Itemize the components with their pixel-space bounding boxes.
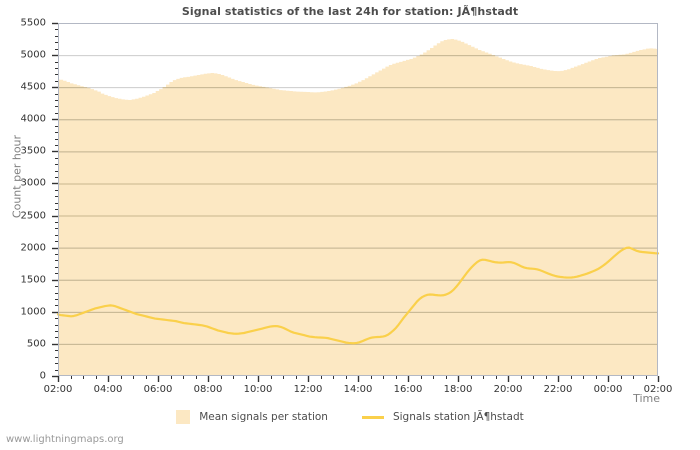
- chart-title: Signal statistics of the last 24h for st…: [181, 5, 519, 18]
- y-tick-label: 5500: [20, 17, 46, 29]
- x-axis-label: Time: [633, 392, 660, 405]
- x-tick-label: 14:00: [343, 384, 373, 395]
- x-tick-label: 16:00: [393, 384, 423, 395]
- y-tick-label: 2500: [20, 210, 46, 222]
- x-tick-label: 02:00: [643, 384, 673, 395]
- x-tick-label: 10:00: [243, 384, 273, 395]
- x-tick-label: 08:00: [193, 384, 223, 395]
- y-tick-label: 5000: [20, 49, 46, 61]
- chart-legend: Mean signals per station Signals station…: [0, 410, 700, 424]
- x-tick-label: 20:00: [493, 384, 523, 395]
- legend-label-station: Signals station JÃ¶hstadt: [392, 411, 524, 423]
- x-tick-label: 00:00: [593, 384, 623, 395]
- legend-area-swatch-icon: [176, 410, 191, 424]
- y-tick-label: 500: [26, 338, 46, 350]
- legend-item-mean[interactable]: Mean signals per station: [176, 410, 328, 424]
- y-tick-label: 0: [39, 370, 46, 382]
- x-tick-label: 06:00: [143, 384, 173, 395]
- legend-label-mean: Mean signals per station: [199, 411, 328, 423]
- y-tick-label: 2000: [20, 242, 46, 254]
- x-tick-label: 02:00: [43, 384, 73, 395]
- y-tick-label: 4500: [20, 81, 46, 93]
- y-tick-label: 1500: [20, 274, 46, 286]
- x-tick-label: 22:00: [543, 384, 573, 395]
- y-tick-label: 1000: [20, 306, 46, 318]
- y-tick-label: 3000: [20, 177, 46, 189]
- y-tick-label: 4000: [20, 113, 46, 125]
- x-tick-label: 04:00: [93, 384, 123, 395]
- y-tick-label: 3500: [20, 145, 46, 157]
- legend-line-swatch-icon: [361, 415, 384, 419]
- legend-item-station[interactable]: Signals station JÃ¶hstadt: [361, 411, 524, 423]
- x-tick-label: 12:00: [293, 384, 323, 395]
- x-tick-label: 18:00: [443, 384, 473, 395]
- footer-source-label: www.lightningmaps.org: [6, 434, 124, 445]
